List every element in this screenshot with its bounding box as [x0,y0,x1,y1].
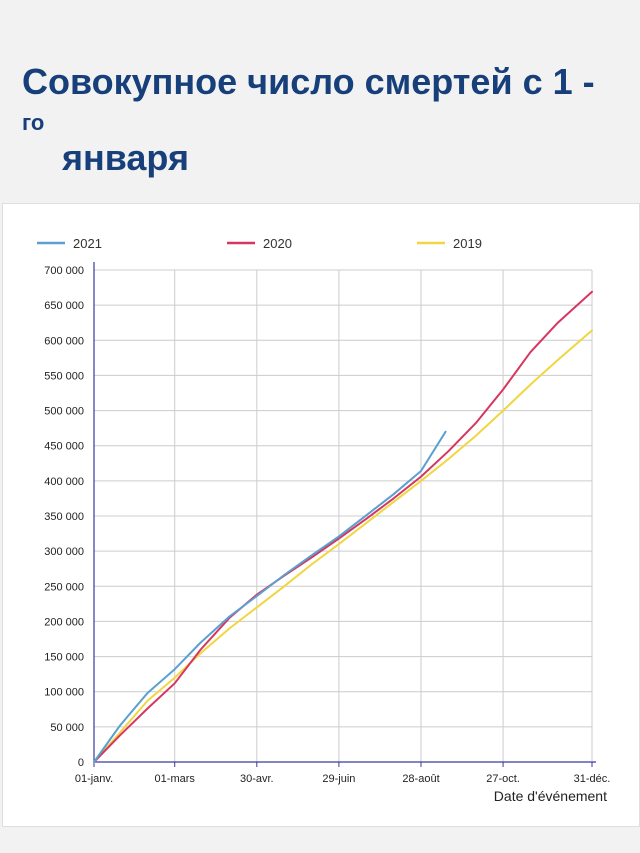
legend-label-2021: 2021 [73,236,102,251]
series-line-2020 [93,290,593,763]
y-tick-label: 150 000 [44,652,84,664]
series-line-2021 [93,430,447,763]
x-tick-label: 28-août [402,773,439,785]
chart-card: 0 50 000 100 000 150 000 200 000 250 000 300 0… [2,203,640,827]
legend[interactable]: 2021 2020 2019 [37,236,482,251]
axes [93,262,596,763]
title-line-2: января [62,137,189,178]
y-tick-label: 650 000 [44,300,84,312]
page-title: Совокупное число смертей с 1 - го января [22,60,622,178]
series-lines [93,290,593,763]
line-chart: 0 50 000 100 000 150 000 200 000 250 000 300 0… [37,236,611,804]
legend-label-2019: 2019 [453,236,482,251]
series-line-2019 [93,329,593,763]
y-tick-label: 100 000 [44,687,84,699]
legend-label-2020: 2020 [263,236,292,251]
y-tick-label: 350 000 [44,511,84,523]
y-tick-label: 500 000 [44,406,84,418]
y-tick-label: 300 000 [44,546,84,558]
x-tick-label: 01-mars [155,773,196,785]
y-tick-label: 700 000 [44,265,84,277]
y-tick-label: 50 000 [50,722,84,734]
y-tick-label: 600 000 [44,335,84,347]
x-tick-label: 29-juin [322,773,355,785]
y-tick-label: 250 000 [44,581,84,593]
title-line-1: Совокупное число смертей с 1 - [22,61,595,102]
x-axis-ticks: 01-janv. 01-mars 30-avr. 29-juin 28-août 27-o… [75,762,611,785]
y-axis-ticks: 0 50 000 100 000 150 000 200 000 250 000 300 0… [44,265,84,769]
y-tick-label: 400 000 [44,476,84,488]
x-axis-label: Date d'événement [494,788,607,804]
x-tick-label: 27-oct. [486,773,520,785]
x-tick-label: 01-janv. [75,773,113,785]
x-tick-label: 31-déc. [574,773,611,785]
y-tick-label: 0 [78,757,84,769]
grid-lines [94,269,593,762]
x-tick-label: 30-avr. [240,773,274,785]
title-superscript: го [22,110,45,135]
y-tick-label: 200 000 [44,616,84,628]
y-tick-label: 550 000 [44,370,84,382]
y-tick-label: 450 000 [44,441,84,453]
